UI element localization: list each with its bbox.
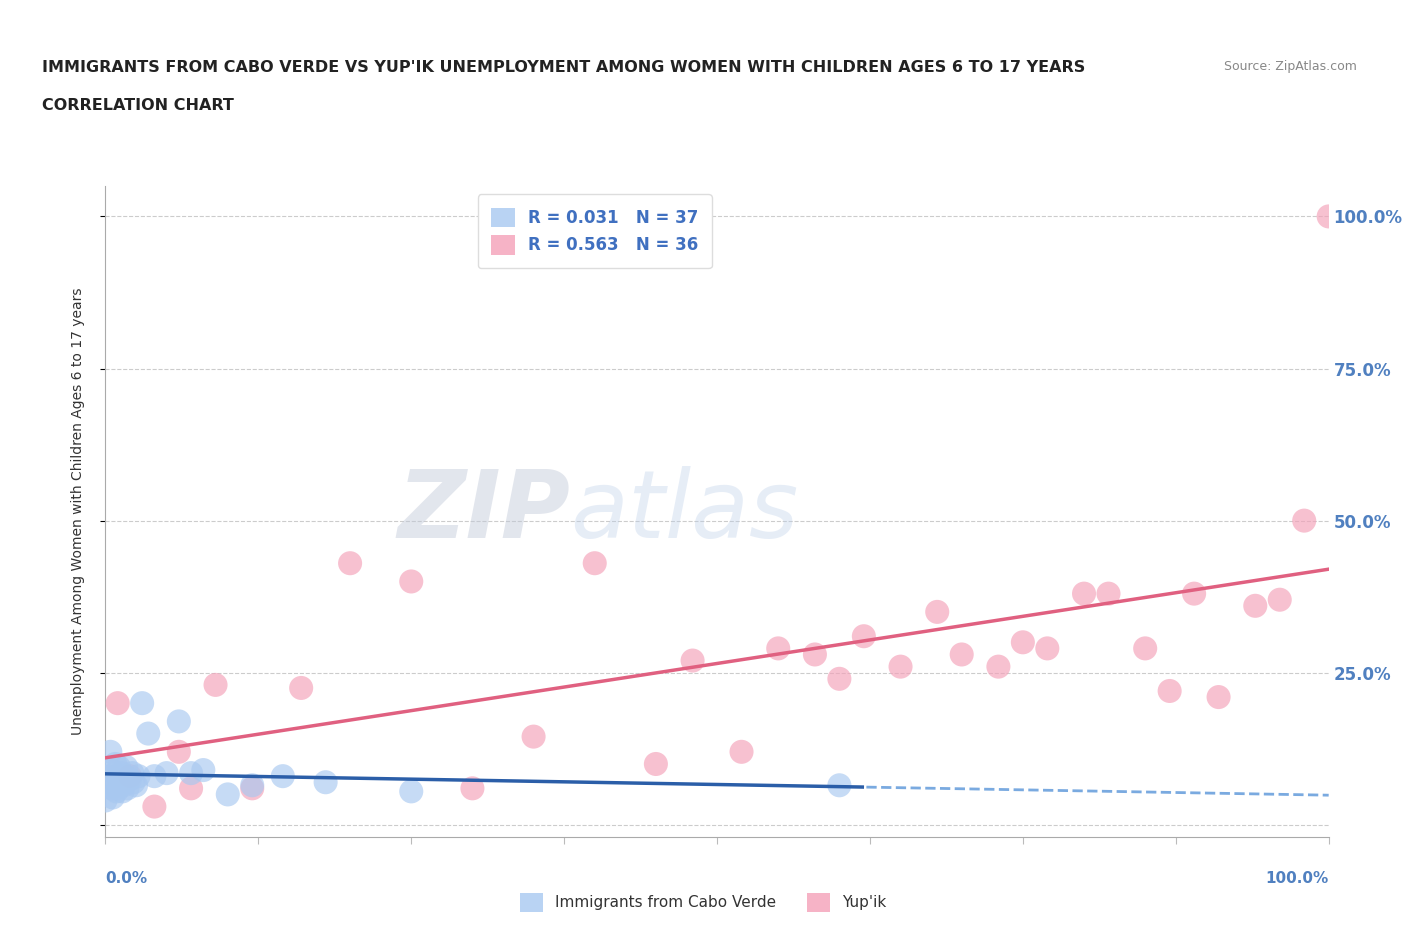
Text: CORRELATION CHART: CORRELATION CHART	[42, 98, 233, 113]
Point	[100, 763, 122, 777]
Point	[121, 765, 143, 780]
Point	[1268, 592, 1291, 607]
Point	[271, 769, 294, 784]
Point	[852, 629, 875, 644]
Text: Source: ZipAtlas.com: Source: ZipAtlas.com	[1223, 60, 1357, 73]
Point	[768, 641, 790, 656]
Point	[107, 781, 129, 796]
Point	[110, 765, 132, 780]
Point	[583, 556, 606, 571]
Point	[1073, 586, 1095, 601]
Point	[107, 769, 129, 784]
Point	[104, 756, 127, 771]
Point	[889, 659, 911, 674]
Legend: Immigrants from Cabo Verde, Yup'ik: Immigrants from Cabo Verde, Yup'ik	[513, 887, 893, 918]
Point	[682, 653, 704, 668]
Point	[167, 744, 190, 759]
Point	[131, 696, 153, 711]
Point	[118, 769, 141, 784]
Point	[1317, 209, 1340, 224]
Point	[101, 790, 124, 804]
Point	[401, 574, 423, 589]
Point	[950, 647, 973, 662]
Point	[315, 775, 337, 790]
Point	[240, 781, 263, 796]
Point	[98, 769, 121, 784]
Point	[461, 781, 484, 796]
Point	[122, 775, 145, 790]
Point	[804, 647, 827, 662]
Text: ZIP: ZIP	[398, 466, 571, 557]
Text: 0.0%: 0.0%	[105, 871, 148, 886]
Point	[290, 681, 312, 696]
Point	[117, 781, 139, 796]
Point	[730, 744, 752, 759]
Point	[143, 799, 166, 814]
Point	[927, 604, 949, 619]
Point	[100, 781, 122, 796]
Point	[143, 769, 166, 784]
Point	[217, 787, 239, 802]
Point	[1159, 684, 1181, 698]
Point	[127, 769, 149, 784]
Point	[108, 775, 131, 790]
Point	[125, 777, 148, 792]
Point	[1244, 598, 1267, 613]
Point	[828, 777, 851, 792]
Point	[1294, 513, 1316, 528]
Point	[156, 765, 179, 780]
Point	[94, 793, 117, 808]
Point	[522, 729, 544, 744]
Point	[339, 556, 361, 571]
Point	[105, 784, 128, 799]
Point	[115, 760, 138, 775]
Point	[111, 784, 134, 799]
Point	[1036, 641, 1059, 656]
Legend: R = 0.031   N = 37, R = 0.563   N = 36: R = 0.031 N = 37, R = 0.563 N = 36	[478, 194, 711, 268]
Point	[118, 772, 141, 787]
Point	[987, 659, 1010, 674]
Point	[644, 756, 668, 771]
Point	[828, 671, 851, 686]
Point	[1097, 586, 1119, 601]
Point	[193, 763, 215, 777]
Point	[1133, 641, 1156, 656]
Text: atlas: atlas	[571, 466, 799, 557]
Point	[1208, 690, 1230, 705]
Point	[1182, 586, 1205, 601]
Point	[136, 726, 159, 741]
Point	[108, 760, 131, 775]
Y-axis label: Unemployment Among Women with Children Ages 6 to 17 years: Unemployment Among Women with Children A…	[70, 287, 84, 736]
Point	[112, 777, 135, 792]
Point	[167, 714, 190, 729]
Point	[180, 781, 202, 796]
Point	[98, 744, 121, 759]
Point	[107, 696, 129, 711]
Point	[204, 677, 226, 692]
Point	[1011, 635, 1033, 650]
Point	[180, 765, 202, 780]
Text: IMMIGRANTS FROM CABO VERDE VS YUP'IK UNEMPLOYMENT AMONG WOMEN WITH CHILDREN AGES: IMMIGRANTS FROM CABO VERDE VS YUP'IK UNE…	[42, 60, 1085, 75]
Text: 100.0%: 100.0%	[1265, 871, 1329, 886]
Point	[240, 777, 263, 792]
Point	[103, 772, 125, 787]
Point	[114, 769, 136, 784]
Point	[401, 784, 423, 799]
